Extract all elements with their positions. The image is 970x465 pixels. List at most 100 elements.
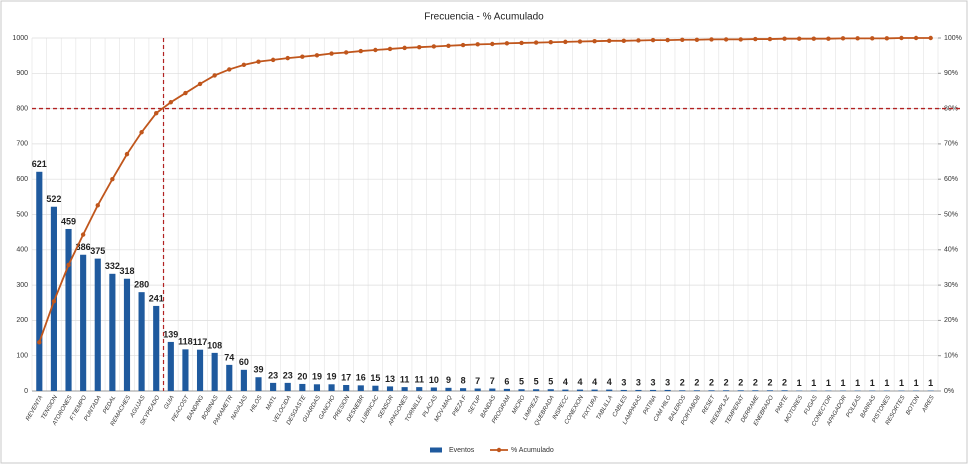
line-point bbox=[884, 36, 890, 41]
line-point bbox=[329, 51, 334, 56]
value-label: 2 bbox=[694, 378, 699, 388]
value-label: 1 bbox=[826, 378, 831, 388]
line-point bbox=[855, 36, 860, 41]
value-label: 17 bbox=[341, 372, 351, 382]
bar bbox=[299, 383, 306, 391]
bar bbox=[445, 387, 452, 391]
bar bbox=[196, 349, 204, 391]
line-point bbox=[241, 62, 247, 68]
value-label: 139 bbox=[163, 329, 178, 339]
value-label: 16 bbox=[356, 373, 366, 383]
line-point bbox=[51, 299, 57, 304]
line-point bbox=[519, 40, 524, 46]
bar bbox=[664, 389, 671, 391]
y-tick-label: 800 bbox=[16, 105, 28, 112]
bar bbox=[109, 273, 116, 391]
chart-title: Frecuencia - % Acumulado bbox=[424, 12, 544, 23]
value-label: 4 bbox=[563, 377, 568, 387]
value-label: 1 bbox=[841, 378, 846, 388]
bar bbox=[50, 206, 57, 391]
line-point bbox=[183, 90, 188, 96]
bar bbox=[635, 389, 642, 391]
bar bbox=[94, 258, 101, 391]
bar bbox=[620, 389, 627, 391]
line-point bbox=[139, 130, 144, 135]
legend-swatch bbox=[430, 447, 442, 453]
y-tick-label: 700 bbox=[16, 141, 28, 148]
bar bbox=[562, 389, 569, 391]
value-label: 1 bbox=[811, 378, 816, 388]
line-point bbox=[373, 47, 378, 53]
bar bbox=[460, 388, 467, 391]
y2-tick-label: 70% bbox=[944, 141, 958, 148]
y-tick-label: 200 bbox=[16, 317, 28, 324]
value-label: 2 bbox=[767, 378, 772, 388]
bar bbox=[65, 228, 72, 391]
bar bbox=[270, 382, 277, 391]
value-label: 1 bbox=[870, 378, 875, 388]
bar bbox=[533, 389, 540, 391]
line-point bbox=[723, 37, 729, 42]
line-point bbox=[533, 40, 539, 45]
line-point bbox=[300, 54, 305, 59]
value-label: 3 bbox=[665, 377, 670, 387]
value-label: 241 bbox=[149, 293, 164, 303]
bar bbox=[489, 388, 496, 391]
value-label: 4 bbox=[577, 377, 582, 387]
line-point bbox=[738, 37, 743, 42]
bar bbox=[80, 254, 87, 391]
line-point bbox=[840, 36, 846, 41]
line-point bbox=[548, 40, 553, 45]
value-label: 1 bbox=[797, 378, 802, 388]
line-point bbox=[417, 44, 422, 50]
line-point bbox=[796, 36, 802, 41]
y-tick-label: 300 bbox=[16, 282, 28, 289]
legend-label: Eventos bbox=[449, 447, 475, 454]
line-point bbox=[665, 37, 670, 43]
y2-tick-label: 50% bbox=[944, 211, 958, 218]
value-label: 5 bbox=[519, 377, 524, 387]
value-label: 7 bbox=[475, 376, 480, 386]
line-point bbox=[650, 37, 656, 43]
line-point bbox=[577, 39, 583, 44]
value-label: 318 bbox=[119, 266, 134, 276]
line-point bbox=[358, 48, 363, 54]
value-label: 13 bbox=[385, 374, 395, 384]
line-point bbox=[66, 262, 71, 268]
y2-tick-label: 90% bbox=[944, 70, 958, 77]
line-point bbox=[782, 36, 787, 41]
bar bbox=[401, 387, 408, 391]
bar bbox=[240, 369, 247, 391]
bar bbox=[211, 352, 218, 391]
value-label: 20 bbox=[297, 371, 307, 381]
value-label: 3 bbox=[621, 377, 626, 387]
line-point bbox=[95, 203, 100, 208]
line-point bbox=[197, 81, 203, 87]
line-point bbox=[680, 37, 685, 42]
value-label: 2 bbox=[709, 378, 714, 388]
bar bbox=[386, 386, 394, 391]
bar bbox=[781, 390, 788, 391]
value-label: 3 bbox=[651, 377, 656, 387]
bar bbox=[503, 388, 510, 391]
y2-tick-label: 60% bbox=[944, 176, 958, 183]
value-label: 74 bbox=[224, 352, 234, 362]
line-point bbox=[387, 46, 393, 52]
value-label: 9 bbox=[446, 375, 451, 385]
line-point bbox=[460, 42, 466, 48]
bar bbox=[737, 390, 744, 391]
value-label: 5 bbox=[534, 377, 539, 387]
y2-tick-label: 0% bbox=[944, 388, 954, 395]
line-point bbox=[446, 43, 451, 48]
line-point bbox=[314, 53, 320, 58]
bar bbox=[226, 364, 233, 391]
line-point bbox=[270, 57, 276, 63]
cumulative-line bbox=[38, 37, 931, 343]
value-label: 15 bbox=[370, 373, 380, 383]
value-label: 1 bbox=[855, 378, 860, 388]
value-label: 386 bbox=[76, 242, 91, 252]
y-tick-label: 1000 bbox=[12, 35, 28, 42]
bar bbox=[357, 385, 364, 391]
bar bbox=[138, 292, 145, 391]
value-label: 1 bbox=[914, 378, 919, 388]
